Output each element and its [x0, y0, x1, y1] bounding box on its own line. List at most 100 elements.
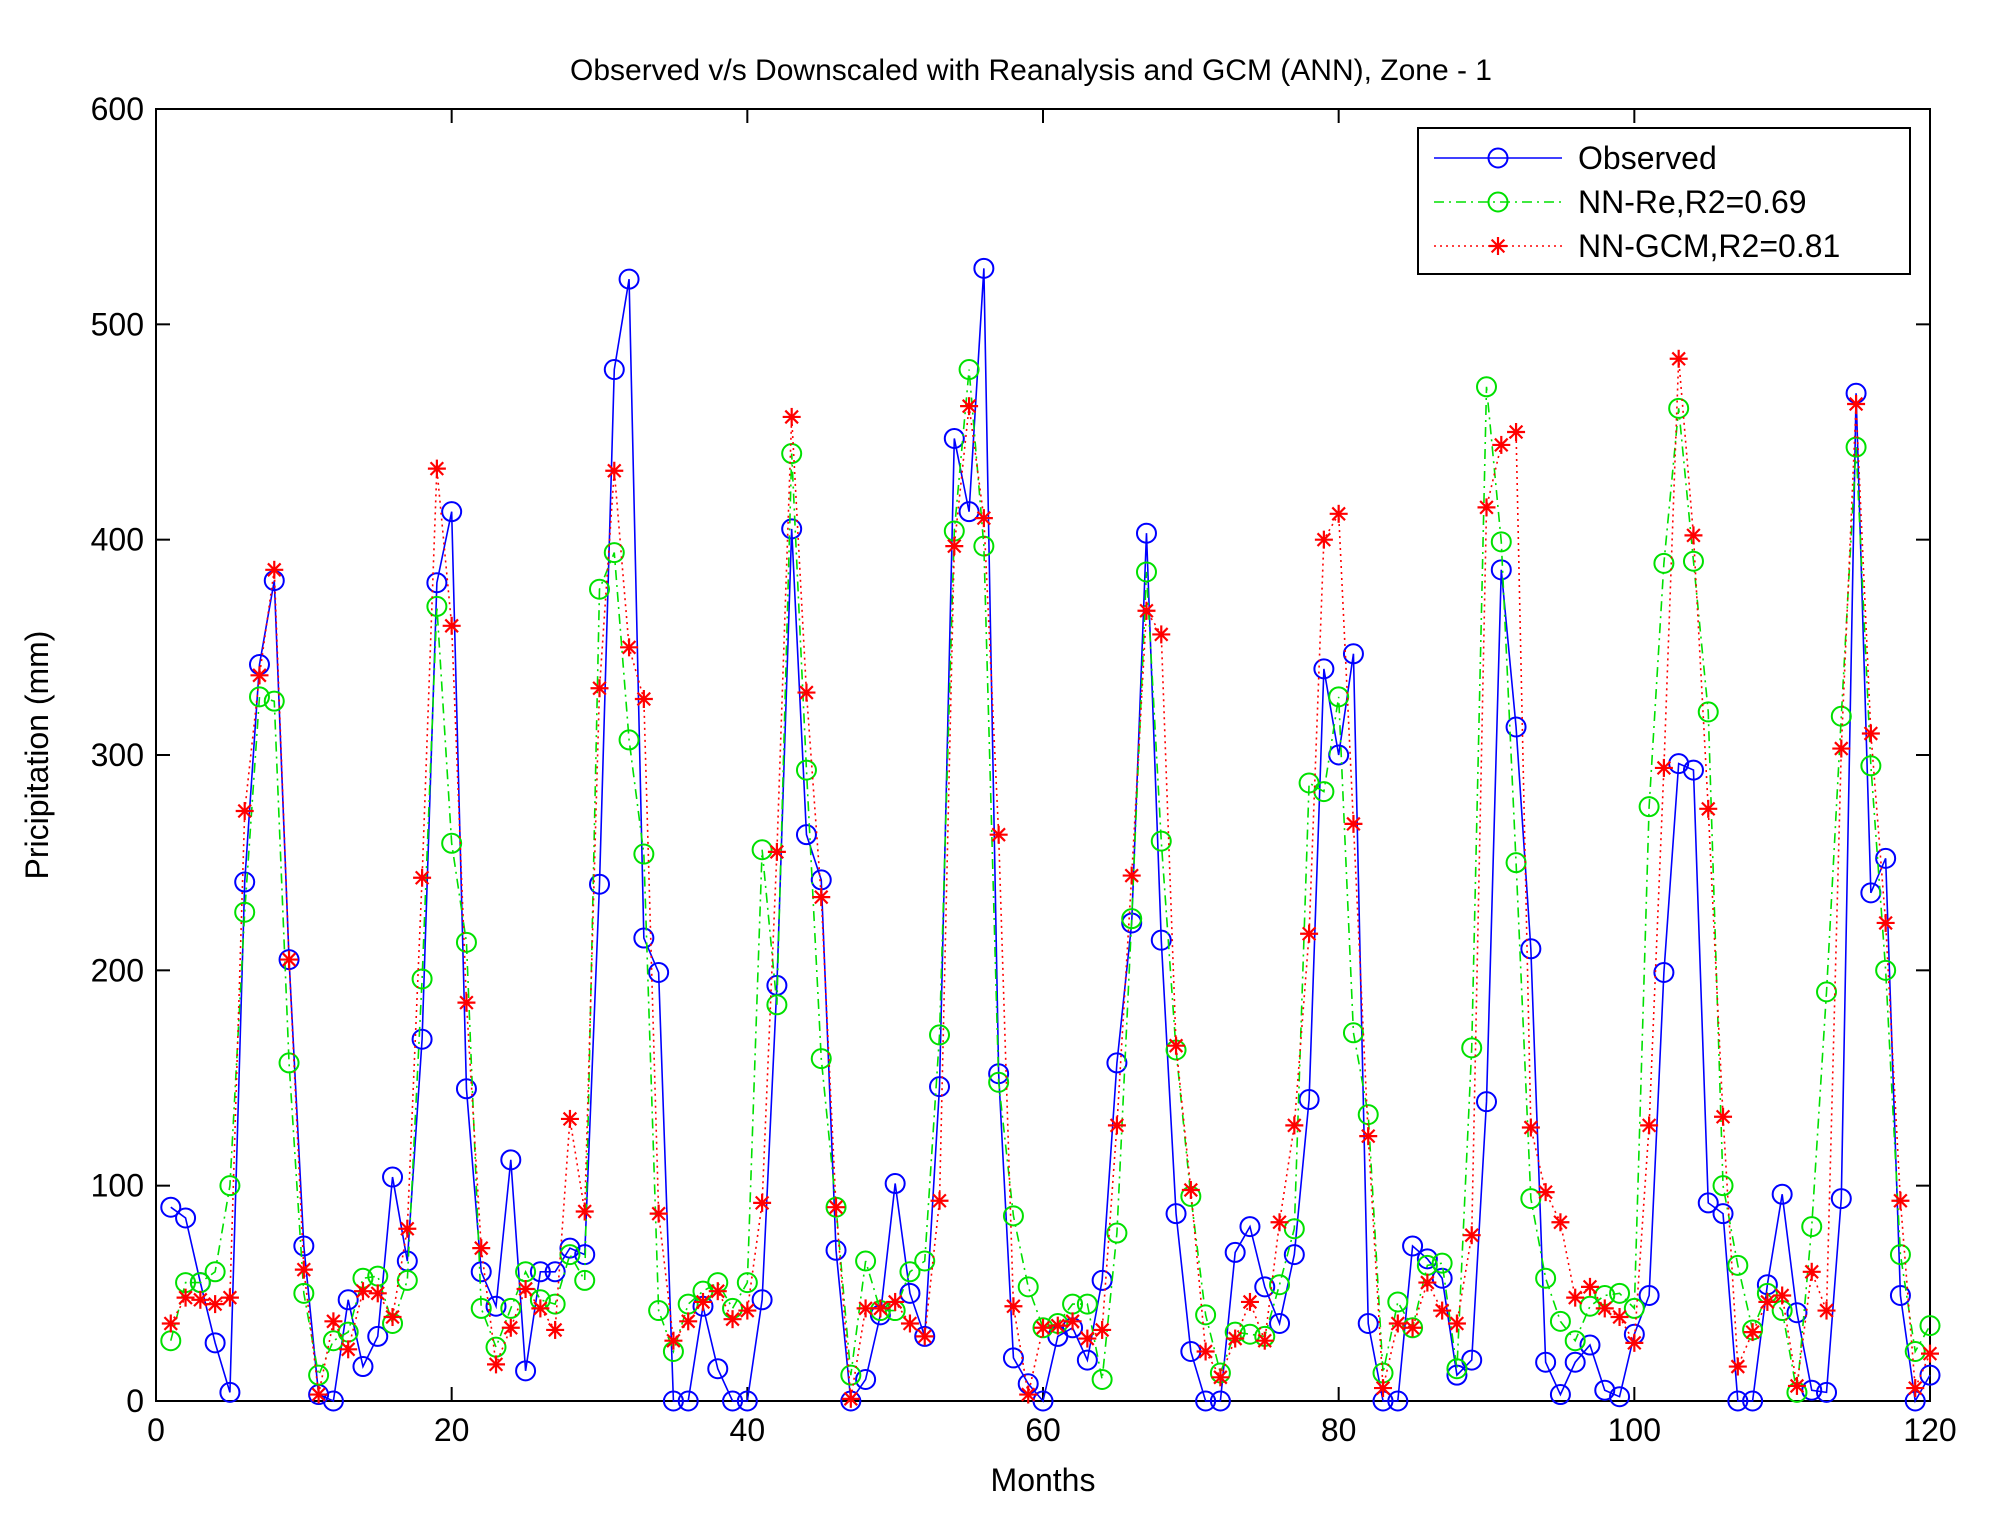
data-point — [603, 542, 625, 564]
data-point — [1625, 1333, 1644, 1352]
data-point — [589, 578, 610, 600]
data-point — [161, 1314, 180, 1333]
legend-marker — [1487, 147, 1509, 169]
data-point — [337, 1289, 359, 1311]
data-point — [265, 560, 284, 579]
data-point — [1093, 1320, 1112, 1339]
data-point — [1564, 1330, 1586, 1352]
chart-title: Observed v/s Downscaled with Reanalysis … — [570, 54, 1492, 87]
data-point — [827, 1198, 846, 1217]
data-point — [781, 518, 803, 540]
data-point — [1609, 1282, 1631, 1304]
legend-label: NN-Re,R2=0.69 — [1578, 184, 1807, 220]
data-point — [191, 1290, 210, 1309]
data-point — [1654, 758, 1673, 777]
data-point — [441, 501, 463, 523]
data-point — [1329, 504, 1348, 523]
data-point — [398, 1219, 417, 1238]
legend-label: NN-GCM,R2=0.81 — [1578, 228, 1840, 264]
data-point — [1300, 924, 1319, 943]
data-point — [234, 901, 256, 923]
data-point — [1699, 799, 1718, 818]
data-point — [1433, 1301, 1452, 1320]
x-axis-label: Months — [991, 1462, 1096, 1498]
data-point — [234, 871, 256, 893]
data-point — [1623, 1297, 1645, 1319]
data-point — [589, 873, 610, 895]
data-point — [1830, 1188, 1852, 1210]
data-point — [1476, 1091, 1497, 1113]
data-point — [812, 888, 831, 907]
data-point — [278, 949, 300, 971]
data-point — [855, 1250, 877, 1272]
y-tick-label: 100 — [91, 1168, 144, 1204]
data-point — [1195, 1304, 1217, 1326]
data-point — [605, 461, 624, 480]
data-point — [1122, 866, 1141, 885]
data-point — [736, 1272, 758, 1294]
data-point — [1507, 423, 1526, 441]
data-point — [1477, 498, 1496, 517]
data-point — [1875, 847, 1897, 869]
data-point — [988, 1071, 1010, 1093]
data-point — [1152, 625, 1171, 644]
data-point — [795, 824, 817, 846]
data-point — [1505, 716, 1527, 738]
data-point — [559, 1237, 581, 1259]
data-point — [1875, 959, 1897, 981]
data-point — [1359, 1127, 1378, 1146]
data-point — [1226, 1329, 1245, 1348]
data-point — [367, 1325, 389, 1347]
data-point — [1048, 1316, 1067, 1335]
data-point — [1224, 1241, 1246, 1263]
data-point — [309, 1385, 328, 1404]
data-point — [738, 1301, 757, 1320]
data-point — [886, 1292, 905, 1311]
data-point — [1919, 1315, 1941, 1337]
y-axis-label: Pricipitation (mm) — [19, 631, 55, 880]
y-tick-label: 200 — [91, 952, 144, 988]
data-point — [929, 1024, 951, 1046]
legend-item: NN-GCM,R2=0.81 — [1434, 228, 1840, 264]
data-point — [1195, 1390, 1217, 1412]
series-line — [170, 358, 1931, 1399]
data-point — [1328, 686, 1350, 708]
data-point — [1269, 1312, 1291, 1334]
data-point — [1684, 526, 1703, 545]
data-point — [633, 843, 655, 865]
data-point — [900, 1314, 919, 1333]
data-point — [442, 616, 461, 635]
data-point — [1121, 908, 1143, 930]
data-point — [1549, 1310, 1571, 1332]
data-point — [1135, 522, 1157, 544]
series-line — [170, 369, 1931, 1393]
data-point — [1861, 724, 1880, 743]
data-point — [472, 1239, 491, 1258]
data-point — [664, 1331, 683, 1350]
data-point — [485, 1295, 507, 1317]
data-point — [1313, 658, 1335, 680]
data-point — [722, 1390, 744, 1412]
data-point — [1728, 1357, 1747, 1376]
data-point — [1653, 552, 1675, 574]
data-point — [1802, 1262, 1821, 1281]
data-point — [855, 1368, 877, 1390]
data-point — [546, 1320, 565, 1339]
data-point — [781, 443, 803, 465]
data-point — [308, 1364, 330, 1386]
data-point — [708, 1282, 727, 1301]
data-point — [1019, 1385, 1038, 1404]
data-point — [1165, 1203, 1187, 1225]
data-point — [1402, 1235, 1424, 1257]
data-point — [1847, 395, 1866, 414]
data-point — [1742, 1390, 1764, 1412]
x-tick-label: 40 — [730, 1412, 766, 1448]
data-point — [1669, 349, 1688, 368]
data-point — [1536, 1183, 1555, 1202]
data-point — [810, 1048, 832, 1070]
data-point — [220, 1288, 239, 1307]
data-point — [884, 1173, 906, 1195]
data-point — [1549, 1384, 1571, 1406]
data-point — [1712, 1203, 1734, 1225]
